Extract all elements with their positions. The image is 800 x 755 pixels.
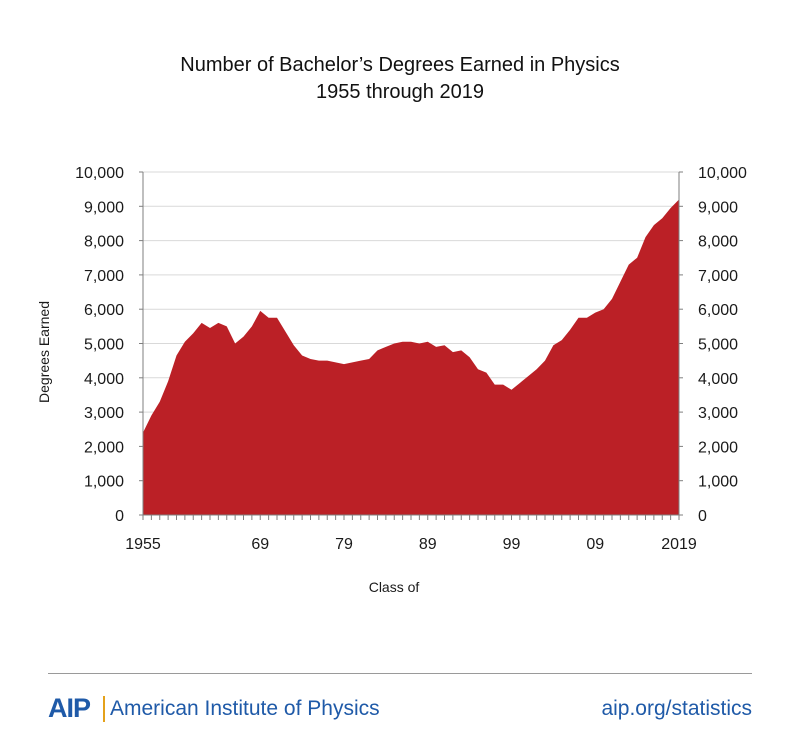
y-tick-label-left: 7,000 (84, 268, 124, 285)
y-tick-label-left: 1,000 (84, 474, 124, 491)
logo-divider (103, 696, 105, 722)
aip-logo: AIP (48, 693, 91, 723)
area-chart: 0 1,000 2,000 3,000 4,000 5,000 6,000 7,000 8,00… (36, 165, 747, 595)
x-tick-label: 09 (586, 536, 604, 553)
chart-subtitle: 1955 through 2019 (316, 81, 484, 103)
x-axis-label: Class of (369, 579, 420, 595)
y-tick-label-left: 8,000 (84, 234, 124, 251)
statistics-link[interactable]: aip.org/statistics (601, 697, 752, 720)
footer-divider (48, 673, 752, 674)
y-tick-label-right: 2,000 (698, 439, 738, 456)
x-tick-label: 89 (419, 536, 437, 553)
y-tick-label-left: 6,000 (84, 302, 124, 319)
y-tick-label-right: 6,000 (698, 302, 738, 319)
y-axis-right-ticks: 0 1,000 2,000 3,000 4,000 5,000 6,000 7,000 8,00… (698, 165, 747, 525)
y-tick-label-right: 4,000 (698, 371, 738, 388)
y-tick-label-right: 5,000 (698, 337, 738, 354)
y-tick-label-left: 9,000 (84, 199, 124, 216)
organization-name: American Institute of Physics (110, 697, 380, 720)
y-tick-label-left: 0 (115, 508, 124, 525)
y-tick-label-right: 3,000 (698, 405, 738, 422)
x-tick-label: 79 (335, 536, 353, 553)
y-tick-label-left: 4,000 (84, 371, 124, 388)
y-tick-label-right: 0 (698, 508, 707, 525)
degrees-area (143, 199, 679, 515)
x-tick-label: 99 (503, 536, 521, 553)
axes (139, 171, 683, 520)
x-tick-label: 1955 (125, 536, 161, 553)
x-axis-ticks: 1955 69 79 89 99 09 2019 (125, 536, 697, 553)
footer: AIP American Institute of Physics aip.or… (48, 692, 752, 726)
y-tick-label-right: 10,000 (698, 165, 747, 182)
y-tick-label-right: 8,000 (698, 234, 738, 251)
chart-title: Number of Bachelor’s Degrees Earned in P… (180, 54, 620, 76)
y-tick-label-right: 1,000 (698, 474, 738, 491)
y-axis-left-ticks: 0 1,000 2,000 3,000 4,000 5,000 6,000 7,000 8,00… (75, 165, 124, 525)
y-tick-label-left: 5,000 (84, 337, 124, 354)
y-tick-label-left: 2,000 (84, 439, 124, 456)
x-tick-label: 2019 (661, 536, 697, 553)
y-tick-label-left: 3,000 (84, 405, 124, 422)
x-tick-label: 69 (251, 536, 269, 553)
y-tick-label-left: 10,000 (75, 165, 124, 182)
y-tick-label-right: 7,000 (698, 268, 738, 285)
chart-title-block: Number of Bachelor’s Degrees Earned in P… (0, 52, 800, 106)
y-axis-label: Degrees Earned (36, 301, 52, 403)
y-tick-label-right: 9,000 (698, 199, 738, 216)
